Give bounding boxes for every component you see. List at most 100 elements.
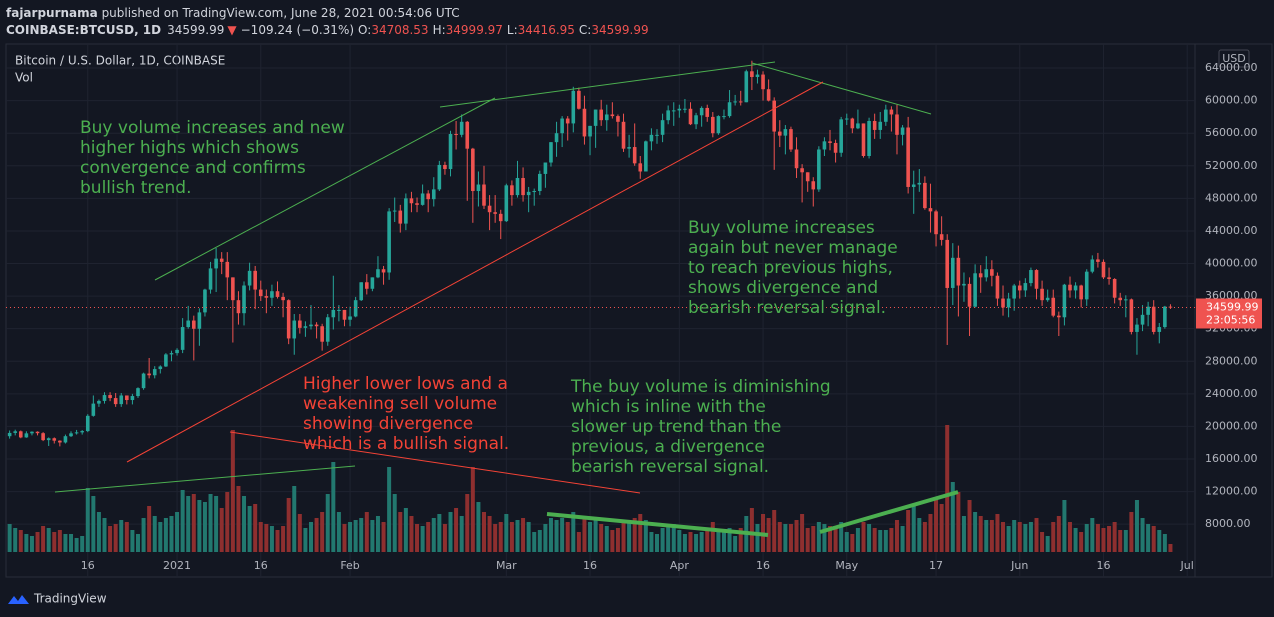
candle-body xyxy=(203,289,207,313)
volume-bar xyxy=(554,520,559,552)
candle-body xyxy=(1084,271,1089,300)
volume-bar xyxy=(894,520,899,552)
candle-body xyxy=(337,309,341,311)
trend-line xyxy=(751,62,932,115)
volume-bar xyxy=(1056,516,1061,552)
volume-bar xyxy=(69,534,74,552)
candle-body xyxy=(1017,285,1022,291)
volume-bar xyxy=(811,526,816,552)
volume-bar xyxy=(610,530,615,552)
volume-bar xyxy=(13,528,18,552)
volume-bar xyxy=(454,508,459,552)
candle-body xyxy=(928,208,933,212)
last-price: 34599.99 xyxy=(167,23,224,37)
volume-bar xyxy=(878,530,883,552)
candle-body xyxy=(504,185,509,222)
volume-bar xyxy=(470,467,475,552)
candle-body xyxy=(270,291,274,298)
volume-bar xyxy=(375,516,380,552)
candle-body xyxy=(275,291,280,297)
trend-line xyxy=(439,61,776,108)
candle-body xyxy=(147,373,151,376)
volume-bar xyxy=(727,528,732,552)
change: −109.24 (−0.31%) xyxy=(241,23,354,37)
candle-body xyxy=(911,184,916,187)
author: fajarpurnama xyxy=(6,6,98,20)
annotation: again but never manage xyxy=(688,238,898,258)
volume-bar xyxy=(660,528,665,552)
volume-bar xyxy=(426,522,431,552)
candle-body xyxy=(35,431,40,434)
candle-body xyxy=(956,257,961,286)
candle-body xyxy=(694,115,698,125)
volume-bar xyxy=(1095,524,1100,552)
published: published on TradingView.com, June 28, 2… xyxy=(98,6,460,20)
volume-bar xyxy=(24,534,29,552)
volume-bar xyxy=(130,530,135,552)
candle-body xyxy=(74,432,79,434)
candle-body xyxy=(342,309,347,320)
candle-body xyxy=(655,134,659,136)
volume-bar xyxy=(253,504,258,552)
volume-bar xyxy=(939,504,944,552)
volume-bar xyxy=(80,536,85,552)
candle-body xyxy=(314,324,319,327)
volume-bar xyxy=(141,518,146,552)
volume-bar xyxy=(716,530,721,552)
volume-bar xyxy=(844,532,849,552)
candle-body xyxy=(58,440,62,443)
candle-body xyxy=(990,269,994,276)
volume-bar xyxy=(978,516,983,552)
candle-body xyxy=(772,100,777,132)
volume-bar xyxy=(152,516,157,552)
candle-body xyxy=(46,438,51,441)
candle-body xyxy=(63,436,68,443)
volume-bar xyxy=(1006,526,1011,552)
annotation: which is inline with the xyxy=(571,397,766,417)
volume-bar xyxy=(632,518,637,552)
candle-body xyxy=(476,184,481,192)
volume-bar xyxy=(872,528,877,552)
candle-body xyxy=(627,147,631,149)
candle-body xyxy=(995,275,1000,299)
candle-body xyxy=(320,326,324,342)
volume-bar xyxy=(649,532,654,552)
candle-body xyxy=(978,273,983,278)
volume-bar xyxy=(822,524,827,552)
candle-body xyxy=(41,433,45,441)
volume-bar xyxy=(1107,526,1112,552)
candle-body xyxy=(331,309,336,318)
candle-body xyxy=(264,296,269,298)
candle-body xyxy=(973,273,977,307)
volume-bar xyxy=(721,532,726,552)
candle-body xyxy=(1012,285,1016,299)
candle-body xyxy=(1062,284,1067,318)
volume-bar xyxy=(1123,530,1128,552)
annotation: The buy volume is diminishing xyxy=(570,377,831,397)
candle-body xyxy=(325,317,330,342)
candle-body xyxy=(1146,306,1150,315)
candle-body xyxy=(487,205,492,213)
candle-body xyxy=(7,432,12,437)
volume-bar xyxy=(755,524,760,552)
candle-body xyxy=(967,283,972,307)
volume-bar xyxy=(1084,524,1089,552)
candle-body xyxy=(621,121,626,149)
volume-bar xyxy=(381,522,386,552)
candle-body xyxy=(900,127,905,135)
candle-body xyxy=(219,258,224,262)
annotation: bearish reversal signal. xyxy=(571,457,769,477)
ohlc-label: H: xyxy=(433,23,446,37)
candle-body xyxy=(197,312,202,329)
candle-body xyxy=(777,131,782,136)
volume-bar xyxy=(967,500,972,552)
candle-body xyxy=(984,269,989,278)
candle-body xyxy=(571,90,576,124)
candle-body xyxy=(1034,270,1039,289)
candle-body xyxy=(716,116,721,134)
candle-body xyxy=(705,107,710,117)
volume-bar xyxy=(147,506,152,552)
x-tick-label: 16 xyxy=(756,559,770,572)
volume-bar xyxy=(1040,532,1045,552)
volume-bar xyxy=(571,512,576,552)
